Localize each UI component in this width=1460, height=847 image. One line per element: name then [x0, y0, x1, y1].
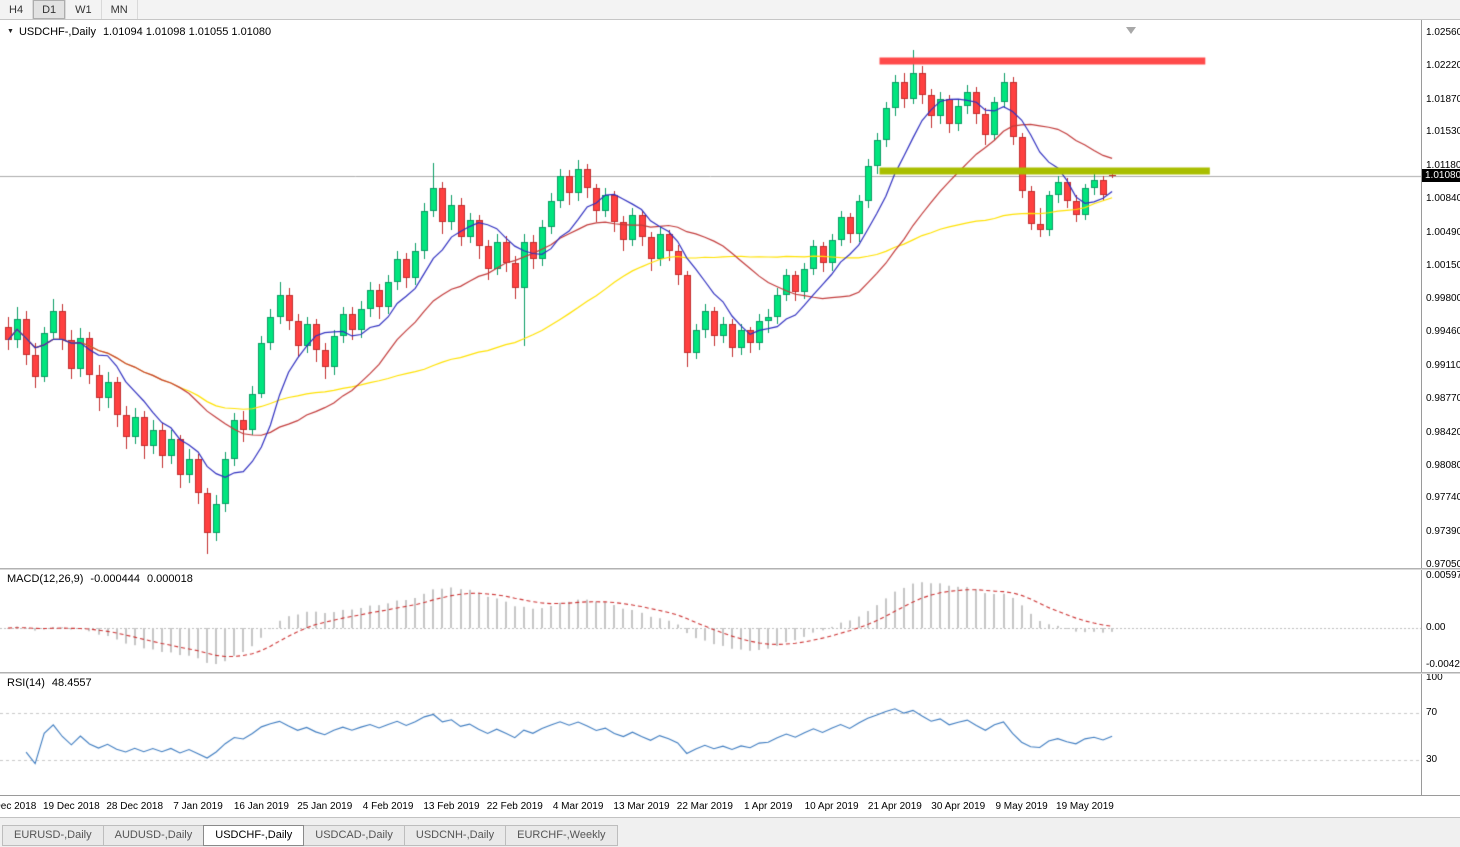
rsi-panel: RSI(14) 48.4557 100 70 30: [0, 672, 1460, 795]
date-label: 19 Dec 2018: [42, 801, 100, 812]
date-label: 13 Mar 2019: [613, 801, 670, 812]
date-label: 19 May 2019: [1056, 801, 1114, 812]
macd-label: MACD(12,26,9): [7, 573, 84, 585]
price-scale-label: 0.98080: [1426, 460, 1460, 471]
price-scale-label: 0.99110: [1426, 360, 1460, 371]
date-label: 4 Feb 2019: [362, 801, 414, 812]
time-axis[interactable]: 10 Dec 2018 19 Dec 2018 28 Dec 2018 7 Jan 2…: [0, 795, 1460, 817]
macd-scale-label: 0.00: [1426, 622, 1446, 633]
rsi-label: RSI(14): [7, 677, 45, 689]
timeframe-button-w1[interactable]: W1: [66, 0, 102, 19]
rsi-scale-label: 70: [1426, 707, 1438, 718]
price-scale-label: 0.97390: [1426, 526, 1460, 537]
date-label: 7 Jan 2019: [173, 801, 223, 812]
date-label: 21 Apr 2019: [867, 801, 922, 812]
chart-tab-usdcad-daily[interactable]: USDCAD-,Daily: [303, 825, 405, 846]
price-scale-label: 0.99460: [1426, 326, 1460, 337]
date-label: 10 Apr 2019: [804, 801, 859, 812]
rsi-scale-label: 30: [1426, 754, 1438, 765]
price-scale-label: 1.01530: [1426, 126, 1460, 137]
price-scale-label: 1.01180: [1426, 160, 1460, 171]
macd-signal-value: 0.000018: [146, 573, 193, 585]
macd-main-value: -0.000444: [90, 573, 140, 585]
date-label: 30 Apr 2019: [931, 801, 986, 812]
main-chart-panel: ▼ USDCHF-,Daily 1.01094 1.01098 1.01055 1.…: [0, 20, 1460, 570]
chart-tab-eurchf-weekly[interactable]: EURCHF-,Weekly: [505, 825, 618, 846]
macd-canvas[interactable]: [0, 570, 1421, 672]
price-scale-label: 0.98420: [1426, 427, 1460, 438]
rsi-canvas[interactable]: [0, 674, 1421, 795]
timeframe-button-d1[interactable]: D1: [33, 0, 67, 19]
chart-caption: ▼ USDCHF-,Daily 1.01094 1.01098 1.01055 1.…: [7, 26, 271, 38]
macd-caption: MACD(12,26,9) -0.000444 0.000018: [7, 573, 193, 585]
timeframe-toolbar: H4 D1 W1 MN: [0, 0, 1460, 20]
chart-tab-audusd-daily[interactable]: AUDUSD-,Daily: [102, 825, 205, 846]
price-scale-label: 1.00150: [1426, 260, 1460, 271]
price-scale-label: 1.01870: [1426, 94, 1460, 105]
chart-ohlc-values: 1.01094 1.01098 1.01055 1.01080: [102, 26, 272, 38]
price-scale-label: 0.97740: [1426, 492, 1460, 503]
price-chart-canvas[interactable]: [0, 20, 1421, 568]
panel-splitter[interactable]: [0, 672, 1460, 674]
date-label: 22 Feb 2019: [486, 801, 543, 812]
date-label: 22 Mar 2019: [676, 801, 733, 812]
macd-scale-label: 0.00597: [1426, 570, 1460, 581]
chart-tab-bar: EURUSD-,Daily AUDUSD-,Daily USDCHF-,Daily U…: [0, 817, 1460, 847]
panel-splitter[interactable]: [0, 568, 1460, 570]
chart-symbol-period: USDCHF-,Daily: [18, 26, 96, 38]
date-label: 1 Apr 2019: [744, 801, 793, 812]
price-scale-label: 0.97050: [1426, 559, 1460, 570]
rsi-value: 48.4557: [51, 677, 92, 689]
date-label: 25 Jan 2019: [297, 801, 353, 812]
price-scale-label: 0.99800: [1426, 293, 1460, 304]
chart-tab-usdchf-daily[interactable]: USDCHF-,Daily: [203, 825, 305, 846]
price-scale-label: 0.98770: [1426, 393, 1460, 404]
timeframe-button-mn[interactable]: MN: [102, 0, 138, 19]
macd-scale[interactable]: 0.00597 0.00 -0.00424: [1421, 570, 1460, 672]
rsi-caption: RSI(14) 48.4557: [7, 677, 92, 689]
date-label: 16 Jan 2019: [233, 801, 289, 812]
chart-tab-usdcnh-daily[interactable]: USDCNH-,Daily: [403, 825, 507, 846]
rsi-scale[interactable]: 100 70 30: [1421, 672, 1460, 795]
date-label: 4 Mar 2019: [552, 801, 604, 812]
date-label: 13 Feb 2019: [423, 801, 480, 812]
price-scale[interactable]: 1.02560 1.02220 1.01870 1.01530 1.01180 1.008…: [1421, 20, 1460, 570]
macd-scale-label: -0.00424: [1426, 659, 1460, 670]
chart-shift-marker-icon[interactable]: [1126, 27, 1136, 34]
collapse-caret-icon[interactable]: ▼: [7, 28, 14, 35]
chart-tabs: EURUSD-,Daily AUDUSD-,Daily USDCHF-,Daily U…: [2, 825, 618, 846]
current-price-tag: 1.01080: [1422, 169, 1460, 182]
date-label: 10 Dec 2018: [0, 801, 37, 812]
price-scale-label: 1.00490: [1426, 227, 1460, 238]
date-label: 9 May 2019: [995, 801, 1048, 812]
rsi-scale-label: 100: [1426, 672, 1443, 683]
macd-panel: MACD(12,26,9) -0.000444 0.000018 0.00597 0.…: [0, 570, 1460, 672]
timeframe-button-h4[interactable]: H4: [0, 0, 34, 19]
price-scale-label: 1.00840: [1426, 193, 1460, 204]
chart-tab-eurusd-daily[interactable]: EURUSD-,Daily: [2, 825, 104, 846]
price-scale-label: 1.02560: [1426, 27, 1460, 38]
date-label: 28 Dec 2018: [106, 801, 164, 812]
price-scale-label: 1.02220: [1426, 60, 1460, 71]
